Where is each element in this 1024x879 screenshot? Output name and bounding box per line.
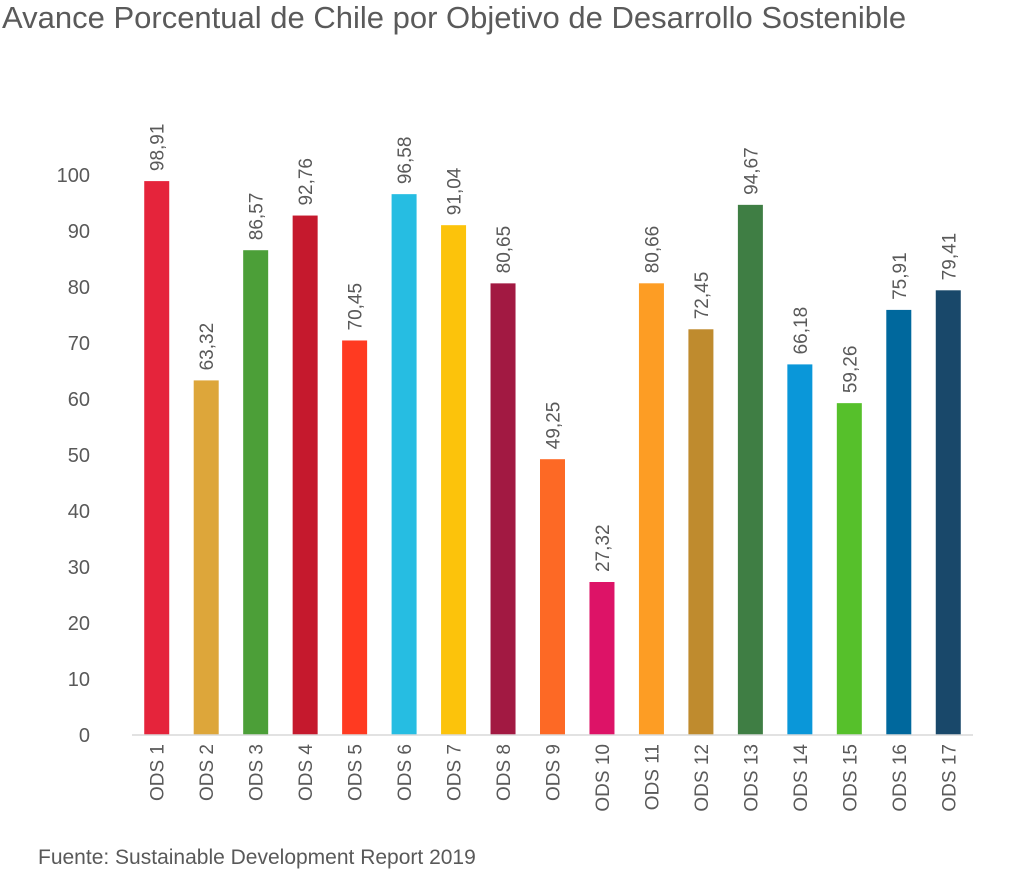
x-tick-label: ODS 9 — [544, 744, 565, 801]
value-label: 63,32 — [197, 323, 218, 371]
x-tick-label: ODS 1 — [148, 744, 169, 801]
x-tick-label: ODS 12 — [692, 744, 713, 812]
y-tick-label: 90 — [68, 221, 90, 243]
y-tick-label: 30 — [68, 557, 90, 579]
x-tick-label: ODS 13 — [741, 744, 762, 812]
bar — [540, 459, 565, 735]
x-tick-label: ODS 7 — [445, 744, 466, 801]
bar — [589, 582, 615, 735]
y-tick-label: 20 — [68, 613, 90, 635]
value-label: 92,76 — [296, 158, 317, 206]
x-tick-label: ODS 4 — [296, 744, 317, 801]
bar — [144, 181, 170, 735]
y-axis-ticks: 0 10 20 30 40 50 60 70 80 90 100 — [57, 165, 90, 747]
value-label: 66,18 — [791, 307, 812, 355]
x-tick-label: ODS 17 — [939, 744, 960, 812]
x-tick-label: ODS 14 — [791, 744, 812, 812]
bar — [391, 194, 417, 736]
y-tick-label: 100 — [57, 165, 90, 187]
value-label: 70,45 — [346, 283, 367, 331]
value-label: 59,26 — [840, 346, 861, 394]
value-label: 27,32 — [593, 524, 614, 572]
bar — [292, 215, 318, 735]
value-label: 86,57 — [247, 193, 268, 241]
x-tick-label: ODS 16 — [890, 744, 911, 812]
value-label: 80,66 — [642, 226, 663, 274]
y-tick-label: 0 — [79, 725, 90, 747]
source-note: Fuente: Sustainable Development Report 2… — [38, 846, 476, 869]
value-label: 79,41 — [939, 233, 960, 281]
bar — [886, 309, 912, 735]
x-tick-label: ODS 8 — [494, 744, 515, 801]
x-axis-ticks: ODS 1 ODS 2 ODS 3 ODS 4 ODS 5 ODS 6 ODS 7 ODS 8… — [148, 744, 961, 812]
x-tick-label: ODS 10 — [593, 744, 614, 812]
bar — [737, 204, 763, 735]
bar — [243, 250, 269, 735]
x-tick-label: ODS 11 — [642, 744, 663, 810]
bars — [144, 181, 961, 736]
x-tick-label: ODS 2 — [197, 744, 218, 801]
y-tick-label: 70 — [68, 333, 90, 355]
y-tick-label: 60 — [68, 389, 90, 411]
chart-title: Avance Porcentual de Chile por Objetivo … — [2, 0, 907, 35]
bar — [836, 403, 862, 735]
bar — [441, 225, 467, 735]
y-tick-label: 10 — [68, 669, 90, 691]
value-label: 94,67 — [741, 147, 762, 195]
value-label: 49,25 — [544, 402, 565, 450]
x-tick-label: ODS 3 — [247, 744, 268, 801]
x-tick-label: ODS 15 — [840, 744, 861, 812]
bar — [638, 283, 664, 735]
value-label: 96,58 — [395, 137, 416, 185]
value-label: 75,91 — [890, 252, 911, 300]
x-tick-label: ODS 6 — [395, 744, 416, 801]
bar — [490, 283, 516, 735]
value-label: 91,04 — [445, 167, 466, 215]
value-label: 98,91 — [148, 124, 169, 172]
y-tick-label: 80 — [68, 277, 90, 299]
bar — [193, 380, 219, 735]
bar — [935, 290, 961, 735]
bar — [787, 364, 813, 735]
y-tick-label: 50 — [68, 445, 90, 467]
bar — [688, 329, 714, 735]
bar — [342, 340, 368, 735]
value-label: 80,65 — [494, 226, 515, 274]
x-tick-label: ODS 5 — [346, 744, 367, 801]
value-labels: 98,91 63,32 86,57 92,76 70,45 96,58 91,04 80,65… — [148, 124, 961, 572]
y-tick-label: 40 — [68, 501, 90, 523]
value-label: 72,45 — [692, 272, 713, 320]
